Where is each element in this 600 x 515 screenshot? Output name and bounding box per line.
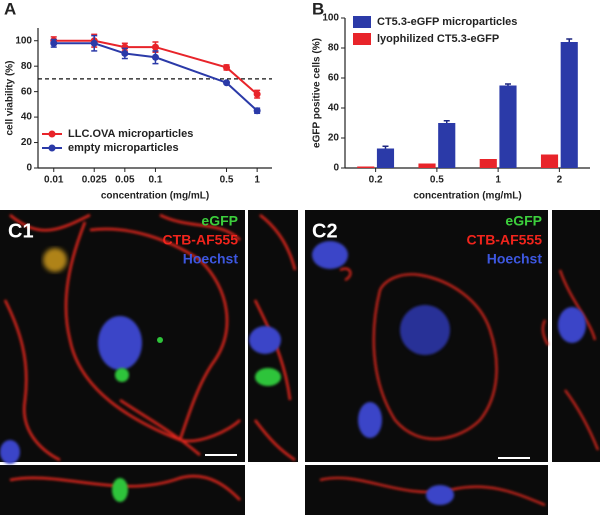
- legend-label: LLC.OVA microparticles: [68, 128, 193, 140]
- point: [121, 49, 129, 57]
- x-tick-label: 0.025: [82, 175, 107, 186]
- image-labels: C1 eGFP CTB-AF555 Hoechst C2 eGFP CTB-AF555 Hoe…: [8, 213, 542, 267]
- legend-marker: [48, 144, 56, 152]
- legend-label: lyophilized CT5.3-eGFP: [377, 33, 499, 45]
- point: [90, 39, 98, 47]
- error-bar: [382, 145, 389, 149]
- image-c2: [305, 210, 600, 515]
- channel-label: CTB-AF555: [467, 232, 543, 248]
- legend-label: CT5.3-eGFP microparticles: [377, 16, 517, 28]
- x-axis-label: concentration (mg/mL): [413, 191, 521, 202]
- error-bar: [504, 83, 511, 86]
- channel-label: Hoechst: [183, 251, 239, 267]
- bar: [418, 163, 436, 168]
- point: [151, 43, 159, 51]
- channel-label: CTB-AF555: [163, 232, 239, 248]
- chart: B 0 20 40 60 80 100 eGFP positive cells (%) conc…: [312, 0, 590, 202]
- legend-swatch: [353, 33, 371, 45]
- chart: A 0 20 40 60 80 100 cell viability (%) concentra…: [4, 0, 272, 202]
- error-bar: [566, 38, 573, 42]
- y-tick-label: 0: [333, 163, 339, 174]
- channel-label: eGFP: [505, 213, 542, 229]
- y-tick-label: 100: [322, 13, 339, 24]
- y-tick-label: 100: [15, 35, 32, 46]
- bar: [438, 123, 456, 168]
- bar: [560, 42, 578, 168]
- y-tick-label: 80: [21, 61, 33, 72]
- y-axis-label: eGFP positive cells (%): [312, 38, 323, 148]
- bar: [357, 166, 375, 168]
- series-line: [53, 39, 258, 95]
- bar: [376, 148, 395, 168]
- image-c1: [0, 210, 298, 515]
- channel-label: Hoechst: [487, 251, 543, 267]
- legend-label: empty microparticles: [68, 142, 179, 154]
- point: [151, 53, 159, 61]
- y-tick-label: 0: [26, 163, 32, 174]
- y-tick-label: 40: [328, 103, 340, 114]
- x-tick-label: 0.5: [220, 175, 234, 186]
- legend-swatch: [353, 16, 371, 28]
- x-tick-label: 0.01: [44, 175, 64, 186]
- image-label: C1: [8, 220, 34, 242]
- bar: [479, 159, 497, 168]
- series-line: [53, 42, 258, 112]
- y-tick-label: 60: [21, 86, 33, 97]
- y-axis-label: cell viability (%): [5, 60, 16, 135]
- bar: [540, 154, 559, 168]
- x-axis-label: concentration (mg/mL): [101, 191, 209, 202]
- bar: [499, 85, 517, 168]
- image-label: C2: [312, 220, 338, 242]
- image-bottom: [305, 465, 548, 515]
- panel-label: A: [4, 0, 16, 18]
- x-tick-label: 1: [254, 175, 260, 186]
- x-tick-label: 0.1: [148, 175, 162, 186]
- point: [223, 79, 231, 87]
- point: [253, 107, 261, 115]
- y-tick-label: 40: [21, 112, 33, 123]
- x-tick-label: 2: [557, 175, 563, 186]
- x-tick-label: 0.5: [430, 175, 444, 186]
- x-tick-label: 0.05: [115, 175, 135, 186]
- x-tick-label: 0.2: [369, 175, 383, 186]
- channel-label: eGFP: [201, 213, 238, 229]
- point: [253, 90, 261, 98]
- point: [50, 39, 58, 47]
- point: [223, 63, 231, 71]
- y-tick-label: 80: [328, 43, 340, 54]
- legend-marker: [48, 130, 56, 138]
- error-bar: [443, 120, 450, 123]
- y-tick-label: 60: [328, 73, 340, 84]
- x-tick-label: 1: [495, 175, 501, 186]
- membrane-stain: [3, 213, 297, 501]
- y-tick-label: 20: [21, 137, 33, 148]
- y-tick-label: 20: [328, 133, 340, 144]
- panel-label: B: [312, 0, 324, 18]
